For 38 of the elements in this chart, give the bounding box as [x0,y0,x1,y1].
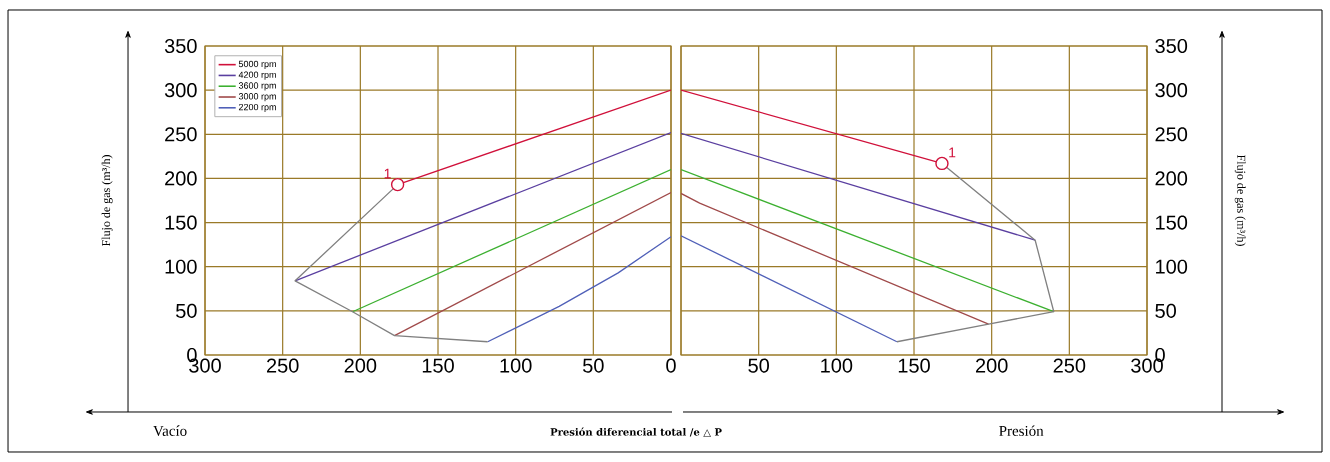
x-tick-label: 150 [898,358,930,373]
y-axis-title: Flujo de gas (m³/h) [1234,154,1246,246]
x-tick-label: 50 [748,358,770,373]
legend-label: 3000 rpm [238,93,276,102]
x-tick-label: 250 [266,358,299,373]
y-tick-label: 50 [176,303,197,318]
y-axis-title: Flujo de gas (m³/h) [101,155,113,247]
y-tick-label: 50 [1155,303,1176,318]
line-series [487,236,671,343]
y-tick-label: 100 [165,259,197,274]
legend-label: 3600 rpm [238,82,276,91]
annotation: 1 [949,147,956,158]
y-tick-label: 300 [164,83,197,98]
y-tick-label: 200 [1155,171,1188,186]
x-tick-label: 250 [1053,358,1086,373]
y-tick-label: 250 [165,127,197,142]
x-axis-title: Presión diferencial total /e △ P [550,427,722,437]
x-tick-label: 50 [583,358,604,373]
legend-label: 2200 rpm [238,103,276,113]
annotation: 1 [384,168,391,179]
y-tick-label: 150 [165,215,197,230]
x-tick-label: 150 [422,358,454,373]
x-tick-label: 200 [344,358,377,373]
x-tick-label: 0 [666,358,676,373]
y-tick-label: 350 [1155,38,1188,54]
y-tick-label: 300 [1155,83,1188,98]
x-tick-label: 200 [975,358,1008,373]
x-tick-label: 100 [500,358,532,373]
y-tick-label: 100 [1156,259,1188,274]
y-tick-label: 250 [1155,127,1188,142]
y-tick-label: 150 [1156,215,1188,230]
y-tick-label: 200 [165,171,197,186]
text: Vacío [153,425,187,437]
text: Presión [999,425,1044,436]
legend-label: 5000 rpm [238,60,276,69]
x-tick-label: 100 [821,358,853,373]
legend-label: 4200 rpm [238,71,276,80]
y-tick-label: 350 [164,38,197,54]
